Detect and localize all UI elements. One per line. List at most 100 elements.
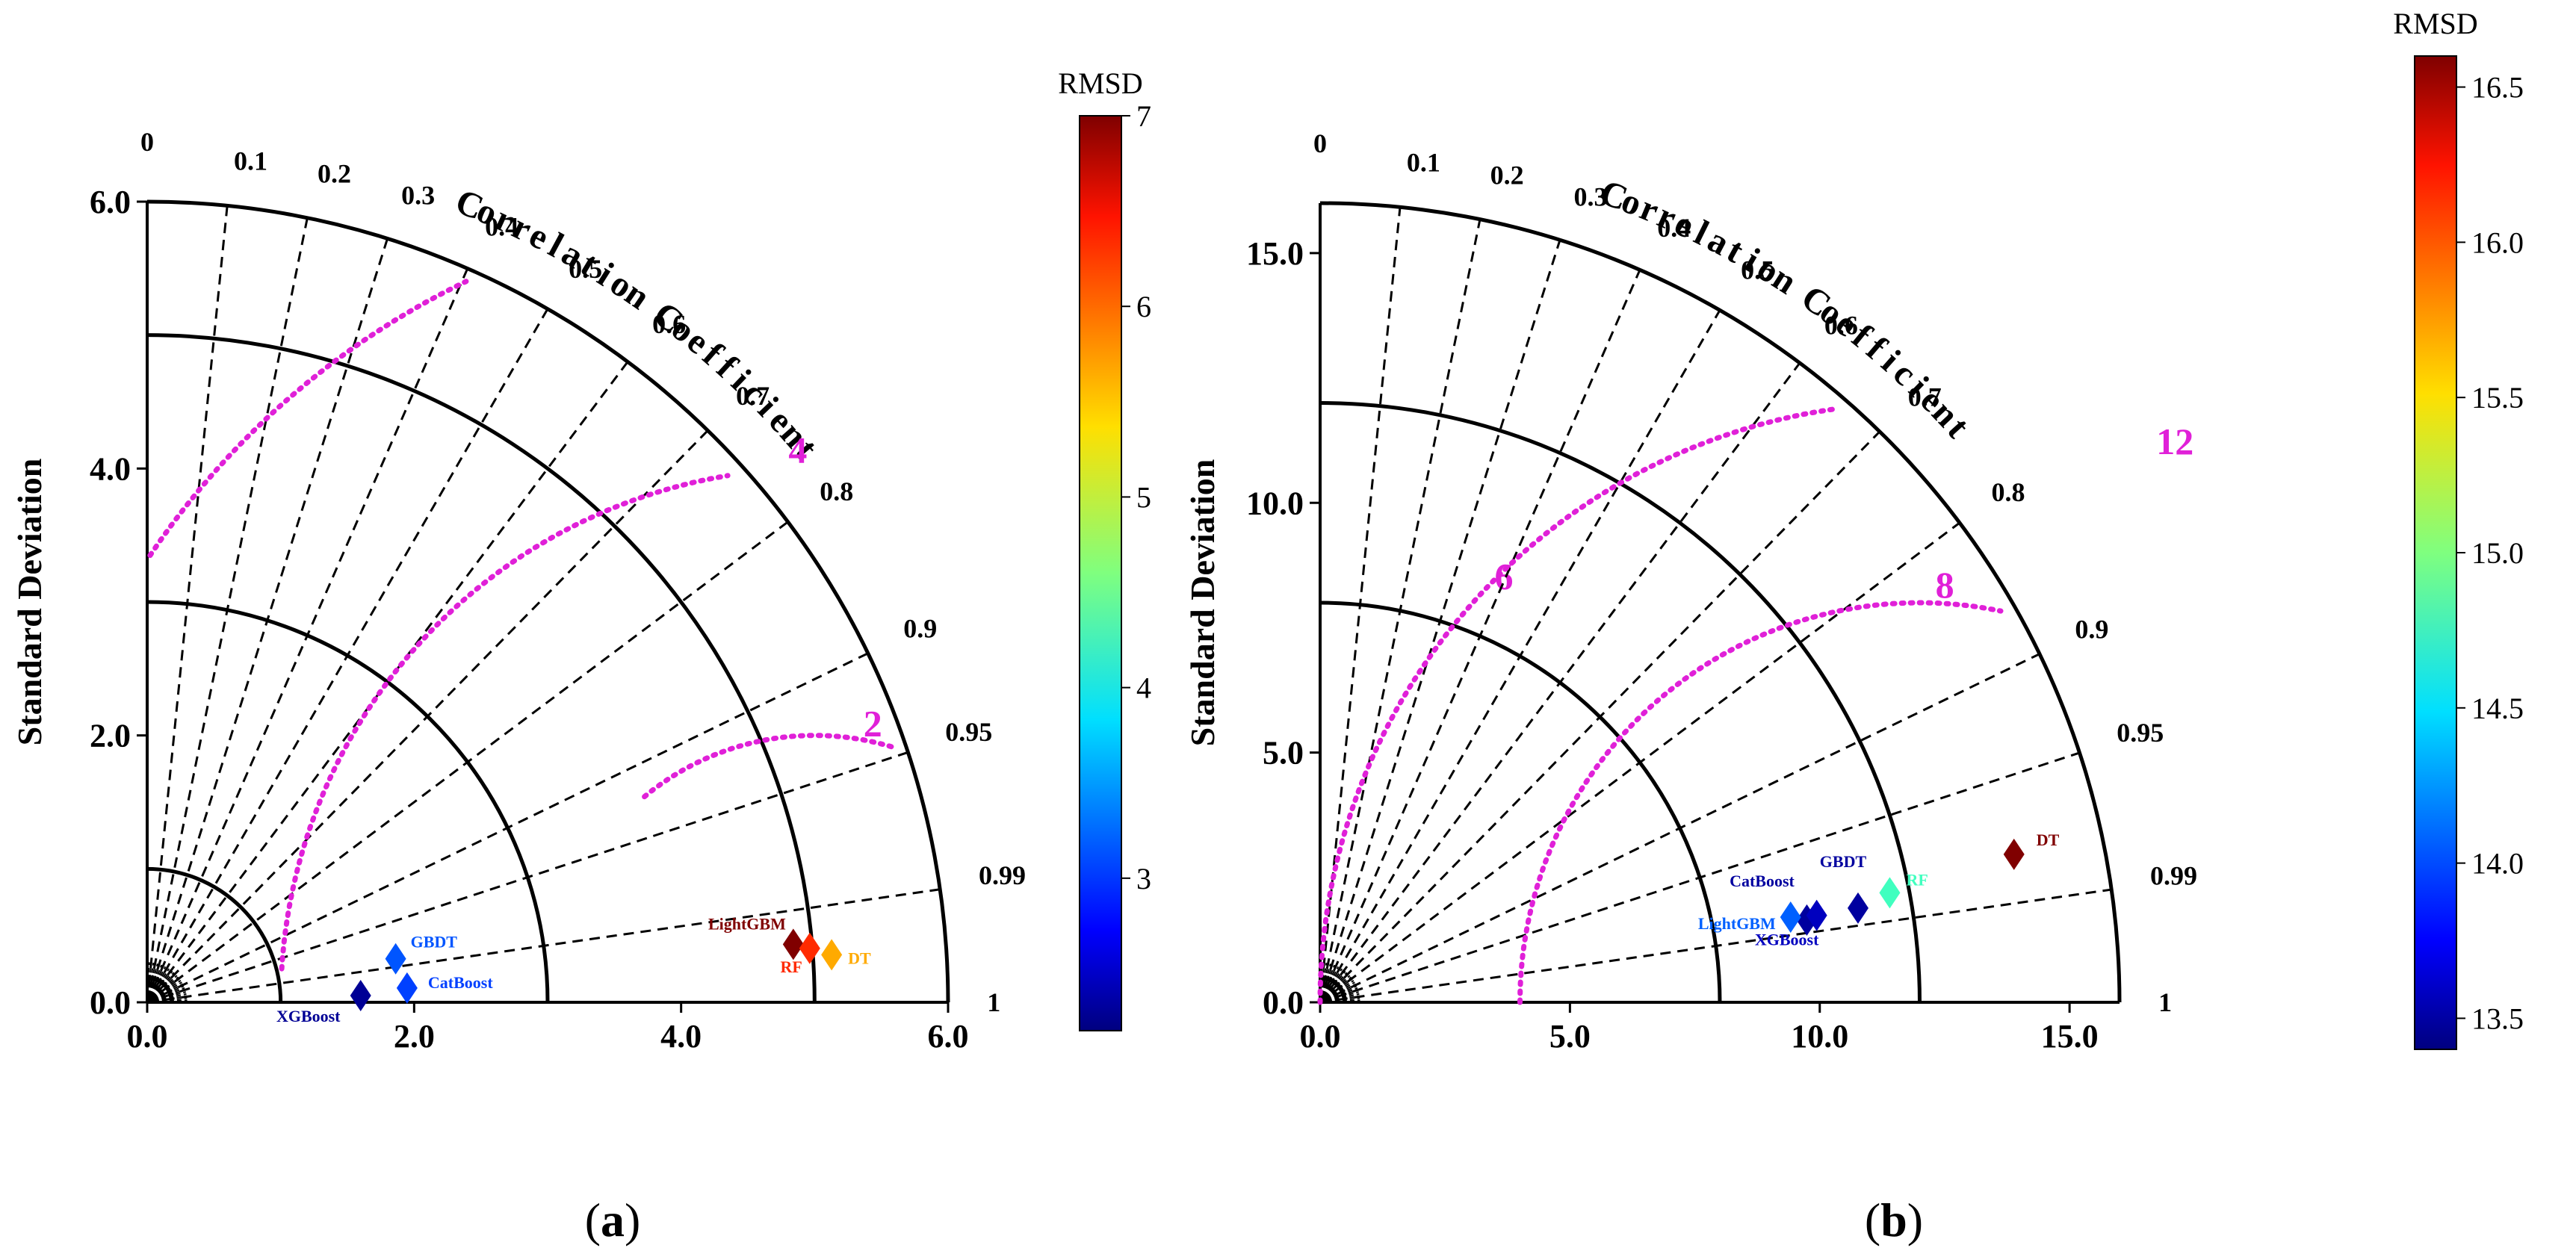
corr-tick-label: 0.9	[903, 614, 937, 644]
x-tick-label: 5.0	[1549, 1018, 1591, 1055]
data-point-gbdt	[1847, 892, 1868, 924]
data-point-label: RF	[1906, 870, 1928, 889]
corr-spoke-minor	[1319, 993, 1360, 1003]
corr-spoke-minor	[1319, 973, 1349, 1003]
corr-tick-label: 0.5	[569, 254, 602, 284]
corr-spoke-minor	[146, 978, 180, 1003]
corr-spoke-minor	[146, 968, 170, 1003]
std-arc	[1319, 401, 1922, 1003]
colorbar-tick-label: 16.0	[2471, 226, 2524, 259]
corr-tick-label: 1	[987, 987, 1000, 1017]
data-point-rf	[1879, 877, 1901, 909]
colorbar-tick-label: 14.5	[2471, 692, 2524, 725]
corr-spoke-minor	[1319, 965, 1337, 1003]
x-tick-label: 15.0	[2041, 1018, 2099, 1055]
colorbar-tick-label: 3	[1136, 862, 1151, 895]
corr-tick-label: 0.7	[1908, 382, 1942, 412]
data-point-xgboost	[350, 979, 371, 1011]
rmsd-contour-label: 2	[864, 702, 882, 744]
colorbar-tick-label: 16.5	[2471, 71, 2524, 105]
corr-spoke-minor	[1319, 989, 1359, 1003]
corr-tick-label: 0.4	[1657, 213, 1691, 243]
colorbar-tick-label: 6	[1136, 290, 1151, 323]
corr-spoke-minor	[146, 965, 164, 1003]
corr-tick-label: 0.1	[234, 146, 267, 176]
corr-spoke-minor	[146, 962, 155, 1003]
corr-tick-label: 0.9	[2075, 615, 2108, 645]
corr-spoke-minor	[1319, 991, 1359, 1003]
corr-spoke-minor	[1319, 997, 1360, 1003]
y-tick-label: 5.0	[1263, 735, 1304, 772]
data-point-lightgbm	[782, 928, 804, 960]
corr-tick-label: 0.5	[1741, 255, 1774, 285]
data-point-dt	[821, 939, 843, 971]
corr-spoke-minor	[146, 963, 161, 1003]
colorbar-tick-label: 14.0	[2471, 847, 2524, 881]
rmsd-contour	[1517, 600, 2004, 1005]
colorbar-tick-label: 13.5	[2471, 1002, 2524, 1035]
taylor-panel-b: 0.00.0 5.0 5.0 10.0 10.0 15.0 15.0 Standard Dev…	[1183, 7, 2524, 1055]
y-tick-label: 0.0	[1263, 984, 1304, 1021]
corr-spoke-minor	[1319, 972, 1348, 1003]
data-point-label: LightGBM	[708, 914, 786, 933]
corr-spoke-minor	[146, 995, 188, 1003]
corr-spoke-minor	[1319, 963, 1328, 1003]
corr-spoke-minor	[146, 963, 158, 1003]
corr-spoke-minor	[1319, 970, 1346, 1003]
std-arc	[146, 600, 550, 1003]
data-point-lightgbm	[1780, 901, 1801, 933]
corr-spoke-minor	[146, 989, 186, 1003]
corr-tick-label: 0.6	[652, 309, 686, 339]
outer-arc	[1319, 201, 2122, 1003]
panel-label-b: (b)	[1865, 1193, 1923, 1247]
y-tick-label: 0.0	[90, 984, 131, 1021]
corr-spoke-minor	[146, 993, 187, 1003]
y-axis-title: Standard Deviation	[10, 459, 49, 746]
y-tick-label: 10.0	[1246, 485, 1304, 521]
outer-arc	[146, 199, 950, 1003]
corr-spoke-minor	[1319, 976, 1352, 1003]
corr-spoke-minor	[146, 967, 168, 1003]
corr-spoke-minor	[1319, 962, 1323, 1003]
corr-spoke-minor	[1319, 963, 1334, 1003]
rmsd-contour	[642, 733, 894, 800]
colorbar-tick-label: 15.0	[2471, 536, 2524, 570]
corr-spoke-minor	[146, 963, 157, 1003]
corr-tick-label: 0.8	[1992, 477, 2025, 507]
data-point-gbdt	[385, 943, 406, 975]
corr-spoke-minor	[146, 975, 178, 1003]
corr-spoke-minor	[1319, 987, 1358, 1003]
corr-spoke-minor	[1319, 999, 1360, 1003]
corr-tick-label: 0.99	[2150, 860, 2197, 890]
corr-tick-label: 0	[140, 127, 154, 157]
data-point-label: XGBoost	[1755, 931, 1819, 949]
corr-tick-label: 1	[2158, 987, 2172, 1017]
corr-spoke-minor	[1319, 967, 1341, 1003]
corr-tick-label: 0.2	[1490, 160, 1524, 190]
corr-spoke-minor	[146, 981, 182, 1003]
data-point-label: GBDT	[411, 933, 458, 952]
data-point-label: DT	[848, 949, 871, 967]
x-tick-label: 2.0	[394, 1018, 435, 1055]
corr-tick-label: 0.95	[2117, 718, 2164, 748]
std-arc	[1319, 600, 1722, 1003]
colorbar-tick-label: 15.5	[2471, 381, 2524, 415]
corr-spoke-minor	[146, 966, 167, 1003]
colorbar	[2414, 55, 2457, 1050]
std-arc	[146, 333, 817, 1003]
corr-spoke-minor	[1319, 963, 1331, 1003]
corr-tick-label: 0.3	[1573, 181, 1607, 211]
corr-spoke-minor	[1319, 968, 1343, 1003]
corr-spoke-minor	[146, 987, 185, 1003]
corr-tick-label: 0.3	[401, 180, 435, 210]
colorbar-title: RMSD	[2393, 7, 2477, 40]
colorbar-tick-label: 5	[1136, 480, 1151, 514]
rmsd-contour-label: 8	[1936, 564, 1954, 606]
corr-spoke-minor	[146, 972, 175, 1003]
data-point-label: RF	[780, 957, 802, 976]
data-point-xgboost	[1806, 899, 1827, 931]
data-point-dt	[2003, 838, 2025, 870]
corr-spoke-minor	[1319, 966, 1340, 1003]
